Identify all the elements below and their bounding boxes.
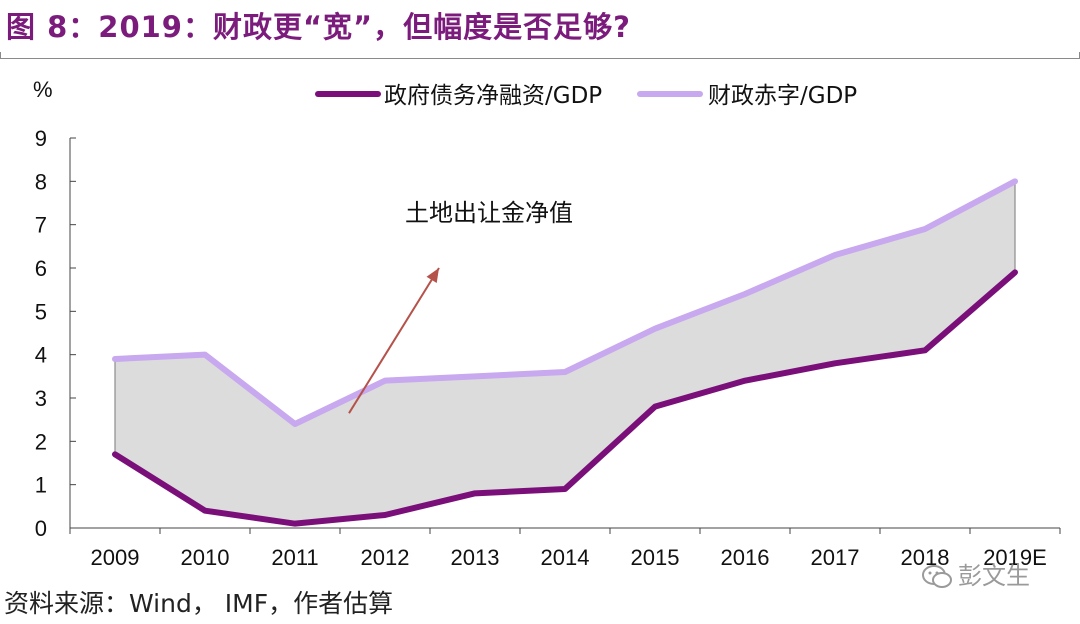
x-tick-label: 2011 xyxy=(271,545,318,570)
chart-title: 图 8：2019：财政更“宽”，但幅度是否足够? xyxy=(6,10,631,44)
watermark: 彭文生 xyxy=(922,556,1030,591)
y-axis-unit: % xyxy=(33,77,53,102)
series-govt-debt-financing-line-point xyxy=(293,522,297,526)
series-fiscal-deficit-line-point xyxy=(743,292,747,296)
x-tick-label: 2014 xyxy=(541,545,590,570)
wechat-icon xyxy=(922,565,952,588)
series-govt-debt-financing-line-point xyxy=(563,487,567,491)
y-tick-label: 0 xyxy=(35,516,47,541)
y-tick-label: 1 xyxy=(35,473,47,498)
shaded-gap-area xyxy=(115,181,1015,524)
title-rule xyxy=(0,58,1080,59)
x-tick-label: 2009 xyxy=(91,545,140,570)
y-tick-label: 7 xyxy=(35,213,47,238)
x-tick-label: 2010 xyxy=(181,545,230,570)
y-tick-label: 4 xyxy=(35,343,47,368)
series-fiscal-deficit-line-point xyxy=(923,227,927,231)
y-tick-label: 5 xyxy=(35,299,47,324)
watermark-text: 彭文生 xyxy=(958,562,1030,590)
series-govt-debt-financing-line-point xyxy=(383,513,387,517)
x-tick-label: 2016 xyxy=(721,545,770,570)
series-fiscal-deficit-line-point xyxy=(563,370,567,374)
series-govt-debt-financing-line-point xyxy=(203,509,207,513)
series-fiscal-deficit-line-point xyxy=(653,327,657,331)
series-govt-debt-financing-line-point xyxy=(743,379,747,383)
series-fiscal-deficit-line-point xyxy=(383,379,387,383)
series-govt-debt-financing-line-point xyxy=(923,348,927,352)
x-tick-label: 2013 xyxy=(451,545,500,570)
y-tick-label: 3 xyxy=(35,386,47,411)
series-govt-debt-financing-line-point xyxy=(833,361,837,365)
x-tick-label: 2019E xyxy=(983,545,1047,570)
annotation-arrow-shaft xyxy=(348,267,440,414)
y-tick-label: 2 xyxy=(35,429,47,454)
series-govt-debt-financing-line-point xyxy=(473,491,477,495)
series-fiscal-deficit-line-point xyxy=(833,253,837,257)
x-tick-label: 2012 xyxy=(361,545,410,570)
y-tick-label: 8 xyxy=(35,169,47,194)
y-tick-label: 6 xyxy=(35,256,47,281)
y-tick-label: 9 xyxy=(35,126,47,151)
series-fiscal-deficit-line-point xyxy=(293,422,297,426)
source-note: 资料来源：Wind， IMF，作者估算 xyxy=(4,589,394,618)
series-govt-debt-financing-line-point xyxy=(1013,270,1017,274)
x-tick-label: 2017 xyxy=(811,545,860,570)
x-tick-label: 2018 xyxy=(901,545,950,570)
annotation-label: 土地出让金净值 xyxy=(405,199,573,227)
series-fiscal-deficit-line-point xyxy=(203,353,207,357)
series-govt-debt-financing-line-point xyxy=(653,405,657,409)
annotation-arrow-head xyxy=(426,268,439,284)
series-fiscal-deficit-line-point xyxy=(113,357,117,361)
series-fiscal-deficit-line-point xyxy=(1013,179,1017,183)
legend-label-deficit: 财政赤字/GDP xyxy=(708,83,857,109)
series-govt-debt-financing-line-point xyxy=(113,452,117,456)
series-fiscal-deficit-line-point xyxy=(473,374,477,378)
x-tick-label: 2015 xyxy=(631,545,680,570)
legend-label-debt: 政府债务净融资/GDP xyxy=(384,83,602,109)
title-rule-left-tick xyxy=(0,52,1,58)
